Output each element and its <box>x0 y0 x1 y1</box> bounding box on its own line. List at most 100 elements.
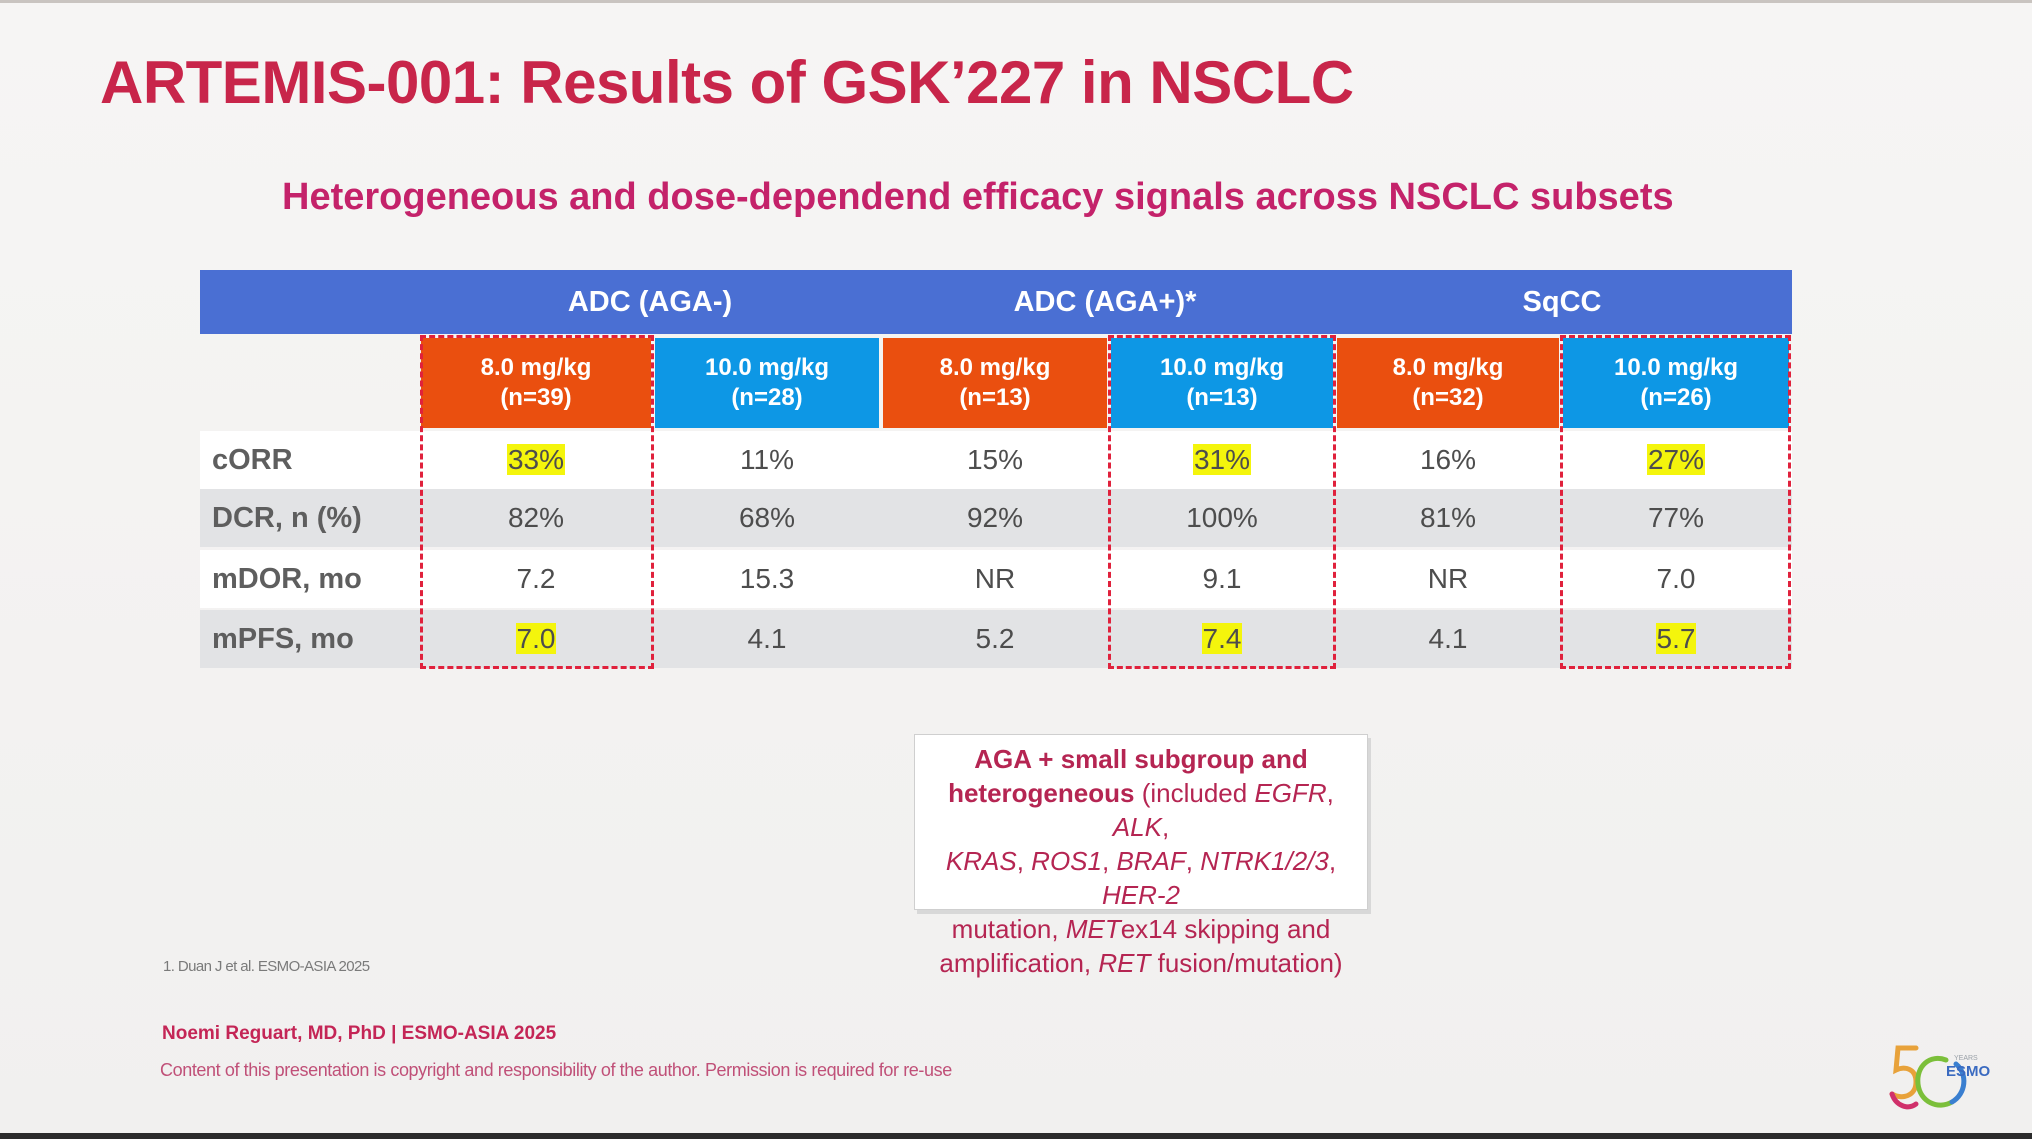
dose-n: (n=28) <box>731 384 803 411</box>
highlighted-value: 33% <box>506 444 566 475</box>
table-cell: 31% <box>1111 431 1333 489</box>
note-text: , <box>1161 812 1170 842</box>
dose-header: 10.0 mg/kg (n=26) <box>1563 338 1789 428</box>
dose-n: (n=13) <box>1186 384 1258 411</box>
dashed-highlight-outline <box>1560 335 1791 669</box>
note-text: , <box>1185 846 1201 876</box>
gene-ntrk: NTRK1/2/3 <box>1200 846 1329 876</box>
group-header-band: ADC (AGA-) ADC (AGA+)* SqCC <box>200 270 1792 334</box>
dose-header: 10.0 mg/kg (n=13) <box>1111 338 1333 428</box>
highlighted-value: 7.4 <box>1201 623 1243 654</box>
table-cell: 15% <box>966 444 1024 475</box>
slide-title: ARTEMIS-001: Results of GSK’227 in NSCLC <box>100 49 1354 116</box>
top-edge <box>0 0 2032 3</box>
bottom-edge <box>0 1133 2032 1139</box>
note-text: fusion/mutation) <box>1150 948 1343 978</box>
note-bold-text: heterogeneous <box>948 778 1135 808</box>
highlighted-value: 27% <box>1646 444 1706 475</box>
note-text: , <box>1101 846 1117 876</box>
gene-egfr: EGFR <box>1254 778 1327 808</box>
dose-label: 10.0 mg/kg <box>1613 354 1739 381</box>
gene-kras: KRAS <box>945 846 1017 876</box>
dose-header: 8.0 mg/kg (n=32) <box>1337 338 1559 428</box>
gene-ret: RET <box>1098 948 1151 978</box>
note-line: AGA + small subgroup and <box>925 742 1357 776</box>
row-label: mDOR, mo <box>212 563 362 595</box>
table-cell: 4.1 <box>747 623 787 654</box>
dashed-highlight-outline <box>1108 335 1336 669</box>
table-row-bg <box>200 489 1792 547</box>
group-label-adc-aga-pos: ADC (AGA+)* <box>1013 286 1197 318</box>
table-cell: 9.1 <box>1202 563 1242 594</box>
copyright-notice: Content of this presentation is copyrigh… <box>160 1060 952 1080</box>
table-cell: 4.1 <box>1428 623 1468 654</box>
dose-n: (n=13) <box>959 384 1031 411</box>
logo-text: ESMO <box>1946 1063 1991 1080</box>
highlighted-value: 5.7 <box>1655 623 1697 654</box>
group-label-adc-aga-neg: ADC (AGA-) <box>567 286 733 318</box>
table-cell: NR <box>974 563 1016 594</box>
highlighted-value: 31% <box>1192 444 1252 475</box>
row-label: mPFS, mo <box>212 623 354 655</box>
dose-header: 8.0 mg/kg (n=13) <box>883 338 1107 428</box>
table-cell: 77% <box>1647 502 1705 533</box>
table-row-bg <box>200 610 1792 668</box>
row-label: DCR, n (%) <box>212 502 362 534</box>
note-text: , <box>1326 778 1334 808</box>
group-label-sqcc: SqCC <box>1522 286 1602 318</box>
note-text: , <box>1016 846 1032 876</box>
table-cell: 11% <box>740 444 794 475</box>
table-cell: 5.2 <box>975 623 1015 654</box>
table-cell: 68% <box>738 502 796 533</box>
note-bold-text: AGA + small subgroup and <box>974 744 1308 774</box>
dose-header: 10.0 mg/kg (n=28) <box>655 338 879 428</box>
note-text: , <box>1328 846 1337 876</box>
gene-braf: BRAF <box>1116 846 1186 876</box>
note-line: amplification, RET fusion/mutation) <box>925 946 1357 980</box>
table-row-bg <box>200 550 1792 608</box>
dose-n: (n=39) <box>500 384 572 411</box>
note-text: (included <box>1134 778 1255 808</box>
dose-label: 8.0 mg/kg <box>480 354 592 381</box>
dose-label: 10.0 mg/kg <box>1159 354 1285 381</box>
dose-n: (n=26) <box>1640 384 1712 411</box>
table-cell: 92% <box>966 502 1024 533</box>
esmo-50-logo: YEARS ESMO <box>1886 1040 1996 1120</box>
note-text: ex14 skipping and <box>1120 914 1331 944</box>
table-cell: 7.4 <box>1111 610 1333 668</box>
gene-ros1: ROS1 <box>1031 846 1102 876</box>
table-cell: 15.3 <box>739 563 795 594</box>
table-cell: 7.2 <box>516 563 556 594</box>
gene-met: MET <box>1065 914 1121 944</box>
highlighted-value: 7.0 <box>515 623 557 654</box>
note-box: AGA + small subgroup and heterogeneous (… <box>914 734 1368 978</box>
note-text: mutation, <box>951 914 1066 944</box>
dose-header: 8.0 mg/kg (n=39) <box>421 338 651 428</box>
table-cell: 5.7 <box>1563 610 1789 668</box>
author-line: Noemi Reguart, MD, PhD | ESMO-ASIA 2025 <box>162 1023 557 1044</box>
table-row-bg <box>200 431 1792 489</box>
row-label: cORR <box>212 444 293 476</box>
reference-footnote: 1. Duan J et al. ESMO-ASIA 2025 <box>163 958 370 975</box>
dose-label: 10.0 mg/kg <box>704 354 830 381</box>
note-line: mutation, METex14 skipping and <box>925 912 1357 946</box>
gene-alk: ALK <box>1112 812 1162 842</box>
gene-her2: HER-2 <box>1101 880 1180 910</box>
dose-n: (n=32) <box>1412 384 1484 411</box>
note-line: KRAS, ROS1, BRAF, NTRK1/2/3, HER-2 <box>925 844 1357 912</box>
table-cell: 7.0 <box>1656 563 1696 594</box>
dashed-highlight-outline <box>420 335 654 669</box>
dose-label: 8.0 mg/kg <box>1392 354 1504 381</box>
table-cell: 7.0 <box>421 610 651 668</box>
table-cell: NR <box>1427 563 1469 594</box>
logo-small-text: YEARS <box>1954 1055 1978 1062</box>
table-cell: 82% <box>507 502 565 533</box>
table-cell: 33% <box>421 431 651 489</box>
note-text: amplification, <box>939 948 1099 978</box>
note-line: heterogeneous (included EGFR, ALK, <box>925 776 1357 844</box>
table-cell: 81% <box>1419 502 1477 533</box>
slide-subtitle: Heterogeneous and dose-dependend efficac… <box>282 176 1674 218</box>
table-cell: 100% <box>1186 502 1258 533</box>
table-cell: 16% <box>1419 444 1477 475</box>
